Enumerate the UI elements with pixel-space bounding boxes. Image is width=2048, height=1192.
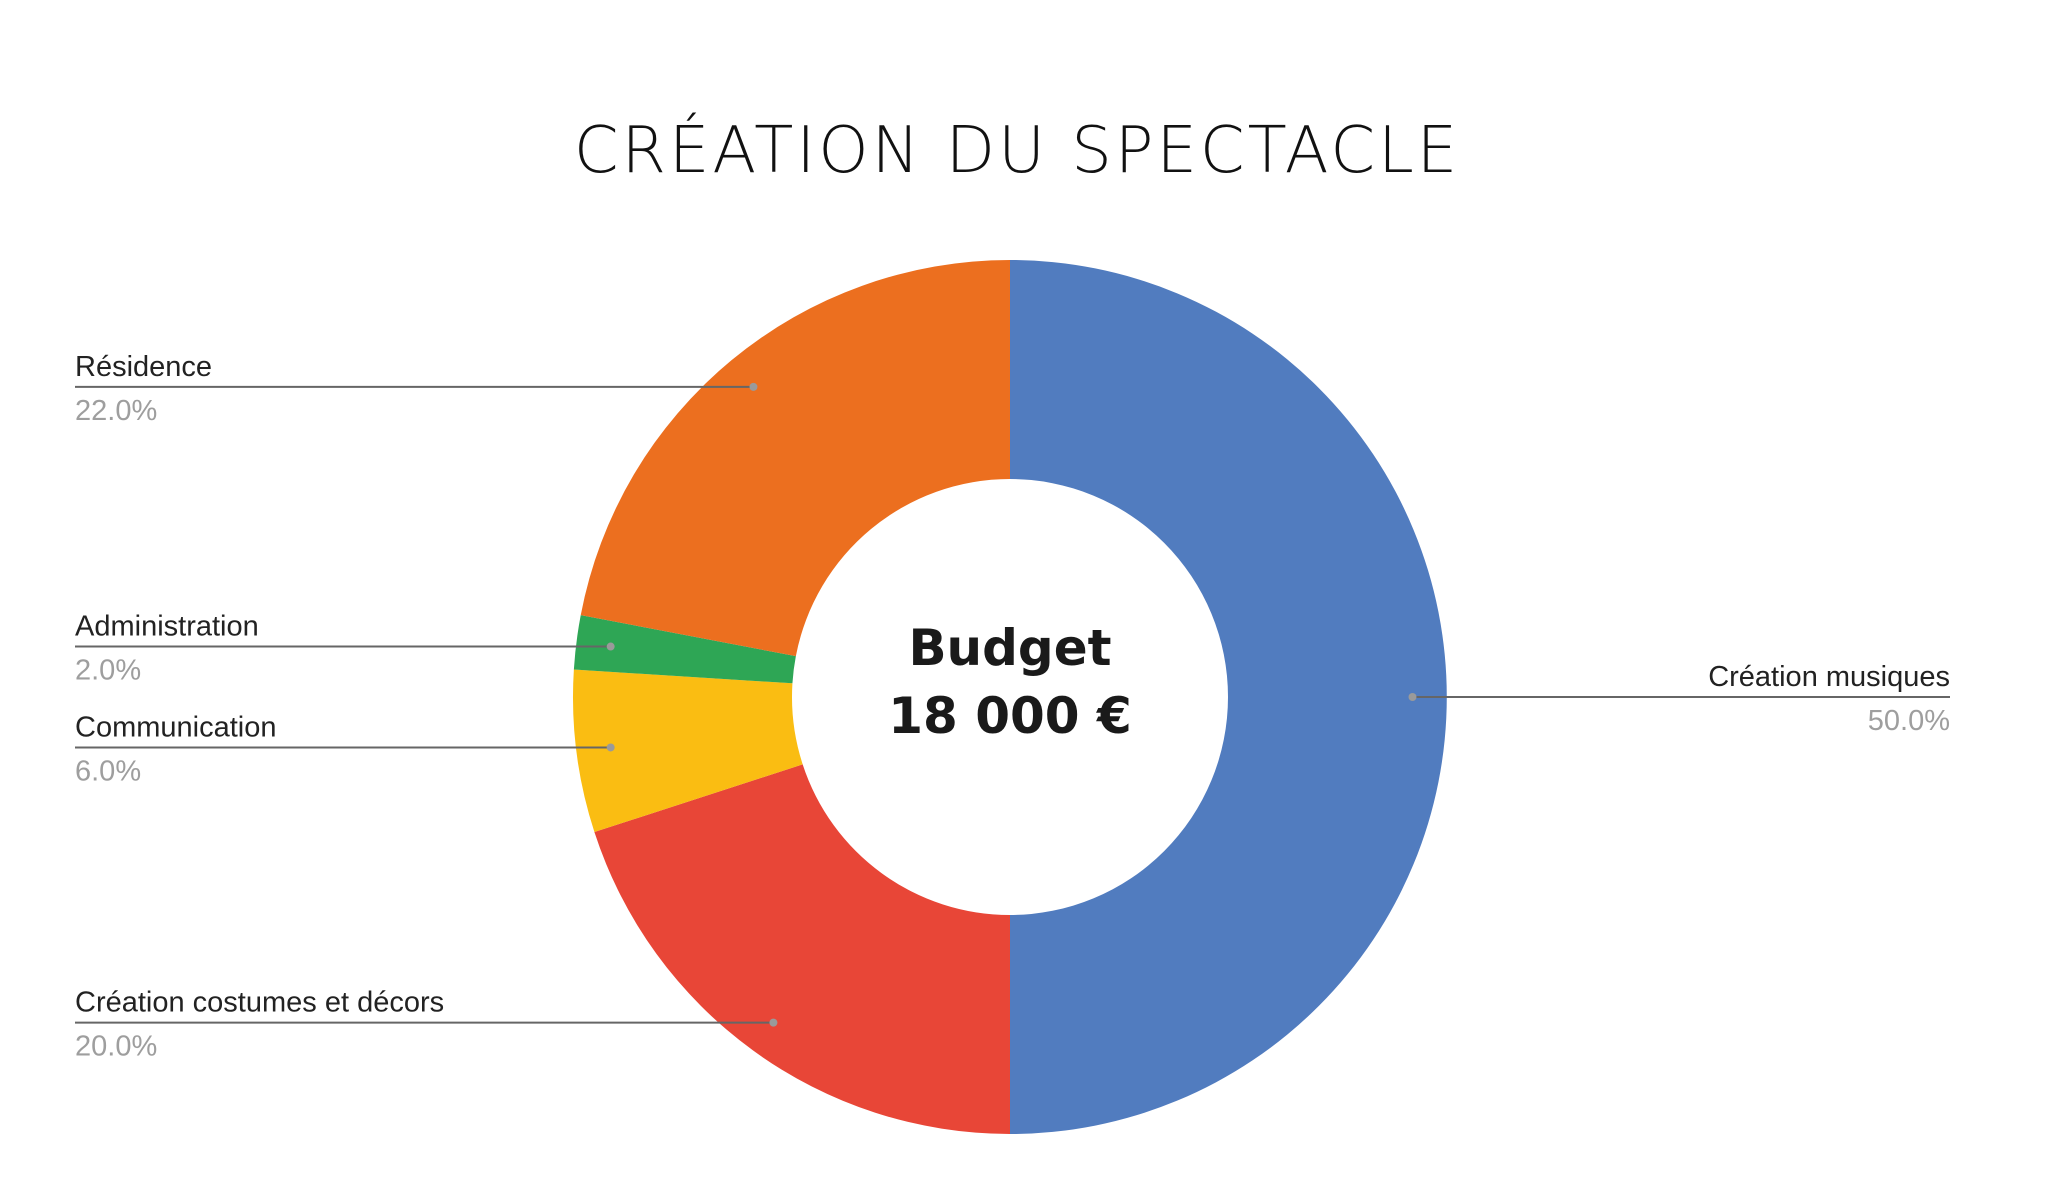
slice-creation-musiques: [1010, 260, 1447, 1134]
slice-label-percent: 6.0%: [75, 755, 141, 787]
slice-label-name: Résidence: [75, 351, 212, 383]
slice-residence: [580, 260, 1010, 657]
leader-dot: [769, 1018, 778, 1027]
label-residence: Résidence 22.0%: [75, 351, 758, 427]
slice-label-percent: 22.0%: [75, 395, 157, 427]
slice-label-percent: 20.0%: [75, 1031, 157, 1063]
leader-dot: [606, 642, 615, 651]
center-budget-amount: 18 000 €: [888, 687, 1132, 745]
leader-dot: [1408, 693, 1417, 701]
slice-label-name: Création costumes et décors: [75, 987, 444, 1019]
chart-title: CRÉATION DU SPECTACLE: [574, 112, 1460, 188]
label-communication: Communication 6.0%: [75, 711, 615, 787]
center-budget-label: Budget: [908, 619, 1111, 677]
leader-dot: [606, 743, 615, 752]
slice-label-name: Création musiques: [1708, 661, 1950, 693]
label-creation-costumes-et-decors: Création costumes et décors 20.0%: [75, 987, 778, 1063]
label-administration: Administration 2.0%: [75, 611, 615, 687]
label-creation-musiques: Création musiques 50.0%: [1408, 661, 1950, 737]
slice-communication: [573, 669, 803, 833]
slice-label-percent: 50.0%: [1868, 705, 1950, 737]
slice-administration: [573, 615, 796, 684]
slice-labels: Création musiques 50.0% Création costumes …: [75, 351, 1950, 1063]
leader-dot: [749, 382, 758, 391]
slice-label-name: Communication: [75, 711, 276, 743]
slice-creation-costumes-et-decors: [594, 764, 1010, 1134]
slice-label-name: Administration: [75, 611, 259, 643]
slice-label-percent: 2.0%: [75, 655, 141, 687]
donut-slices: [573, 260, 1447, 1134]
donut-center: Budget 18 000 €: [888, 619, 1132, 745]
